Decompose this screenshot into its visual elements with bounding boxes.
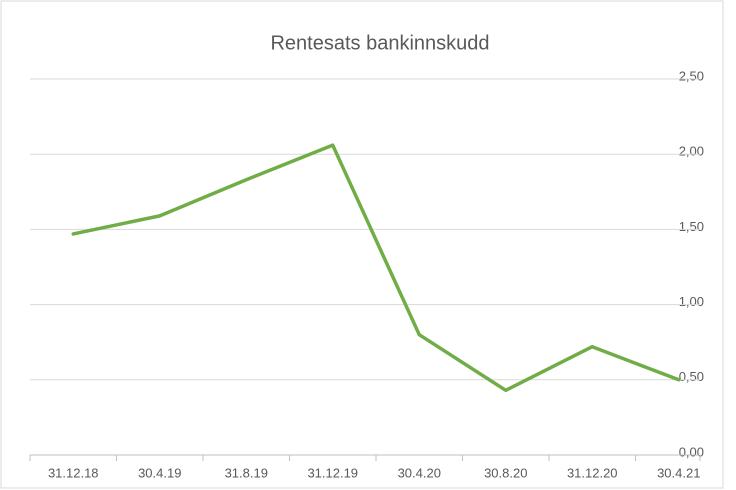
y-tick-label: 0,50 — [679, 369, 704, 384]
x-tick-label: 30.4.21 — [657, 465, 700, 480]
x-tick-label: 30.8.20 — [484, 465, 527, 480]
y-tick-label: 1,00 — [679, 294, 704, 309]
chart-title: Rentesats bankinnskudd — [270, 32, 489, 54]
x-tick-label: 30.4.19 — [138, 465, 181, 480]
y-tick-label: 2,00 — [679, 144, 704, 159]
y-tick-label: 0,00 — [679, 444, 704, 459]
x-tick-label: 30.4.20 — [398, 465, 441, 480]
x-tick-label: 31.12.18 — [48, 465, 99, 480]
x-tick-label: 31.12.19 — [307, 465, 358, 480]
x-tick-label: 31.8.19 — [225, 465, 268, 480]
line-series — [71, 143, 681, 393]
y-tick-label: 2,50 — [679, 68, 704, 83]
y-tick-label: 1,50 — [679, 219, 704, 234]
x-tick-label: 31.12.20 — [567, 465, 618, 480]
